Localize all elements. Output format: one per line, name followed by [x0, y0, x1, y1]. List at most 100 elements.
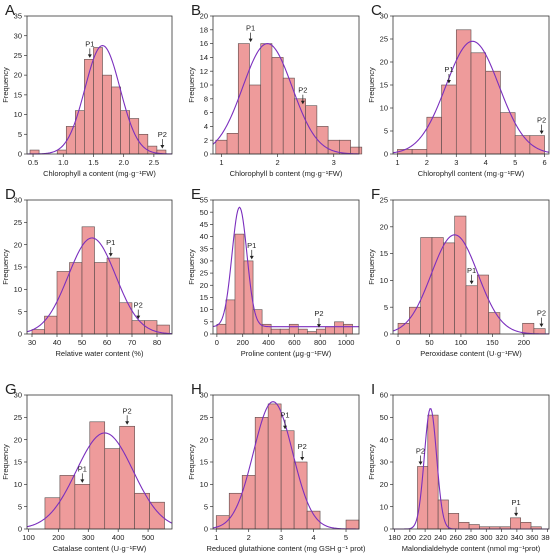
- histogram-bar: [234, 233, 245, 335]
- y-tick-label: 25: [380, 196, 388, 205]
- histogram-bar: [288, 323, 299, 335]
- y-tick-label: 0: [384, 150, 388, 159]
- y-tick-label: 2: [204, 136, 208, 145]
- x-tick-label: 260: [449, 533, 462, 542]
- histogram-bar: [280, 430, 295, 530]
- arrow-head-icon: [87, 54, 92, 58]
- x-tick-label: 5: [513, 158, 517, 167]
- x-axis-label: Peroxidase content (U·g⁻¹FW): [420, 349, 522, 358]
- y-axis-label: Frequency: [367, 67, 376, 103]
- arrow-head-icon: [469, 280, 474, 285]
- histogram-bar: [56, 149, 67, 155]
- histogram-bar: [56, 271, 70, 335]
- x-tick-label: 30: [28, 338, 36, 347]
- normal-fit-curve: [393, 408, 549, 530]
- arrow-head-icon: [108, 253, 113, 257]
- arrow-head-icon: [248, 38, 253, 43]
- normal-fit-curve: [392, 234, 549, 335]
- x-tick-label: 300: [480, 533, 493, 542]
- y-tick-label: 8: [204, 94, 208, 103]
- x-tick-label: 3: [279, 533, 283, 542]
- histogram-bar: [215, 139, 228, 155]
- x-tick-label: 150: [486, 338, 499, 347]
- x-tick-label: 280: [465, 533, 478, 542]
- x-tick-label: 4: [311, 533, 315, 542]
- arrow-head-icon: [125, 421, 130, 425]
- y-tick-label: 25: [200, 413, 208, 422]
- y-tick-label: 5: [204, 317, 208, 326]
- y-tick-label: 15: [380, 81, 388, 90]
- histogram-bar: [325, 326, 335, 335]
- histogram-bar: [343, 323, 353, 335]
- histogram-bar: [426, 116, 442, 155]
- x-tick-label: 200: [404, 533, 417, 542]
- annotation-label: P1: [467, 266, 476, 275]
- y-tick-label: 30: [380, 458, 388, 467]
- annotation-label: P1: [78, 464, 87, 473]
- y-tick-label: 60: [380, 391, 388, 400]
- x-tick-label: 800: [314, 338, 327, 347]
- normal-fit-curve: [27, 45, 173, 155]
- y-tick-label: 16: [200, 39, 208, 48]
- annotation-label: P2: [298, 442, 307, 451]
- y-tick-label: 20: [380, 480, 388, 489]
- y-tick-label: 12: [200, 67, 208, 76]
- x-tick-label: 500: [142, 533, 155, 542]
- histogram-bar: [102, 74, 112, 155]
- panel-label: E: [191, 186, 201, 203]
- x-axis-label: Catalase content (U·g⁻¹FW): [53, 544, 147, 553]
- chart-panel-h: H 1 2 3 4 5 0 5 10 15 20 25 30 Reduced glutathione co…: [187, 381, 366, 553]
- y-axis-label: Frequency: [187, 444, 196, 480]
- annotation-label: P2: [158, 130, 167, 139]
- x-axis-label: Chlorophyll b content (mg·g⁻¹FW): [230, 169, 343, 178]
- annotation-label: P1: [106, 238, 115, 247]
- x-axis-label: Proline content (μg·g⁻¹FW): [241, 349, 332, 358]
- plot-frame: [26, 15, 173, 155]
- arrow-head-icon: [316, 324, 321, 328]
- y-tick-label: 40: [380, 435, 388, 444]
- x-tick-label: 50: [425, 338, 433, 347]
- panel-label: A: [5, 2, 15, 19]
- arrow-head-icon: [418, 461, 423, 465]
- x-tick-label: 1.0: [58, 158, 68, 167]
- y-tick-label: 20: [14, 71, 22, 80]
- y-tick-label: 20: [380, 222, 388, 231]
- y-tick-label: 0: [204, 330, 208, 339]
- y-tick-label: 30: [200, 257, 208, 266]
- histogram-bar: [74, 484, 91, 530]
- histogram-bar: [254, 417, 269, 530]
- y-tick-label: 20: [200, 12, 208, 21]
- x-axis-label: Relative water content (%): [56, 349, 144, 358]
- x-tick-label: 0.5: [28, 158, 38, 167]
- arrow-head-icon: [80, 479, 85, 483]
- histogram-bar: [533, 328, 546, 335]
- y-tick-label: 5: [18, 130, 22, 139]
- y-tick-label: 15: [200, 458, 208, 467]
- x-tick-label: 200: [52, 533, 65, 542]
- histogram-bar: [339, 139, 351, 155]
- y-tick-label: 15: [14, 458, 22, 467]
- normal-fit-curve: [26, 237, 173, 335]
- histogram-bar: [65, 126, 76, 155]
- histogram-bar: [31, 329, 45, 335]
- histogram-bar: [44, 497, 61, 530]
- histogram-bar: [260, 43, 273, 155]
- histogram-bar: [297, 328, 308, 335]
- y-axis-label: Frequency: [187, 67, 196, 103]
- y-tick-label: 25: [380, 35, 388, 44]
- y-tick-label: 5: [18, 502, 22, 511]
- annotation-label: P2: [298, 86, 307, 95]
- y-tick-label: 0: [204, 525, 208, 534]
- y-tick-label: 30: [380, 12, 388, 21]
- y-axis-label: Frequency: [1, 67, 10, 103]
- y-tick-label: 30: [14, 391, 22, 400]
- arrow-head-icon: [539, 323, 544, 328]
- y-tick-label: 10: [200, 81, 208, 90]
- y-tick-label: 25: [200, 269, 208, 278]
- x-tick-label: 5: [344, 533, 348, 542]
- arrow-head-icon: [160, 145, 165, 149]
- y-tick-label: 10: [200, 305, 208, 314]
- arrow-head-icon: [283, 425, 288, 430]
